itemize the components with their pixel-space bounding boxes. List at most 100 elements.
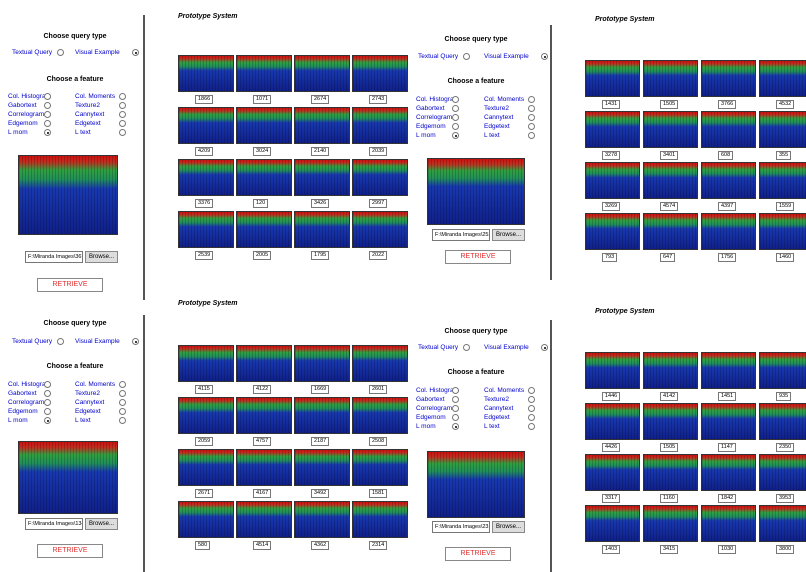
result-image[interactable] bbox=[178, 107, 234, 144]
query-option-radio[interactable] bbox=[57, 338, 64, 345]
result-image[interactable] bbox=[701, 403, 756, 440]
result-image[interactable] bbox=[643, 111, 698, 148]
result-image[interactable] bbox=[759, 60, 806, 97]
feature-radio[interactable] bbox=[119, 408, 126, 415]
feature-radio[interactable] bbox=[119, 111, 126, 118]
feature-radio[interactable] bbox=[528, 114, 535, 121]
result-image[interactable] bbox=[643, 213, 698, 250]
browse-button[interactable]: Browse... bbox=[85, 251, 118, 263]
feature-radio[interactable] bbox=[528, 123, 535, 130]
result-image[interactable] bbox=[352, 107, 408, 144]
result-image[interactable] bbox=[701, 60, 756, 97]
feature-radio[interactable] bbox=[119, 390, 126, 397]
query-option-radio[interactable] bbox=[463, 53, 470, 60]
result-image[interactable] bbox=[585, 454, 640, 491]
feature-radio[interactable] bbox=[528, 414, 535, 421]
query-option-radio[interactable] bbox=[132, 49, 139, 56]
result-image[interactable] bbox=[236, 55, 292, 92]
feature-radio[interactable] bbox=[44, 129, 51, 136]
feature-radio[interactable] bbox=[44, 390, 51, 397]
result-image[interactable] bbox=[759, 162, 806, 199]
result-image[interactable] bbox=[701, 505, 756, 542]
result-image[interactable] bbox=[643, 60, 698, 97]
feature-radio[interactable] bbox=[44, 102, 51, 109]
feature-radio[interactable] bbox=[119, 399, 126, 406]
retrieve-button[interactable]: RETRIEVE bbox=[37, 278, 103, 292]
result-image[interactable] bbox=[178, 501, 234, 538]
result-image[interactable] bbox=[294, 159, 350, 196]
result-image[interactable] bbox=[701, 352, 756, 389]
result-image[interactable] bbox=[643, 454, 698, 491]
feature-radio[interactable] bbox=[452, 405, 459, 412]
result-image[interactable] bbox=[643, 505, 698, 542]
result-image[interactable] bbox=[585, 403, 640, 440]
feature-radio[interactable] bbox=[44, 93, 51, 100]
retrieve-button[interactable]: RETRIEVE bbox=[37, 544, 103, 558]
feature-radio[interactable] bbox=[119, 102, 126, 109]
query-option-radio[interactable] bbox=[132, 338, 139, 345]
file-path-input[interactable]: F:\Miranda Images\367 bbox=[25, 251, 83, 263]
query-option-radio[interactable] bbox=[57, 49, 64, 56]
browse-button[interactable]: Browse... bbox=[492, 521, 525, 533]
result-image[interactable] bbox=[294, 397, 350, 434]
file-path-input[interactable]: F:\Miranda Images\1346 bbox=[25, 518, 83, 530]
result-image[interactable] bbox=[352, 397, 408, 434]
feature-radio[interactable] bbox=[44, 417, 51, 424]
result-image[interactable] bbox=[236, 107, 292, 144]
result-image[interactable] bbox=[352, 501, 408, 538]
result-image[interactable] bbox=[585, 505, 640, 542]
query-option-radio[interactable] bbox=[541, 53, 548, 60]
feature-radio[interactable] bbox=[44, 120, 51, 127]
browse-button[interactable]: Browse... bbox=[492, 229, 525, 241]
result-image[interactable] bbox=[585, 111, 640, 148]
result-image[interactable] bbox=[294, 449, 350, 486]
result-image[interactable] bbox=[585, 352, 640, 389]
result-image[interactable] bbox=[352, 211, 408, 248]
result-image[interactable] bbox=[236, 449, 292, 486]
result-image[interactable] bbox=[178, 397, 234, 434]
feature-radio[interactable] bbox=[528, 405, 535, 412]
query-option-radio[interactable] bbox=[541, 344, 548, 351]
result-image[interactable] bbox=[701, 454, 756, 491]
result-image[interactable] bbox=[701, 162, 756, 199]
result-image[interactable] bbox=[178, 211, 234, 248]
result-image[interactable] bbox=[585, 60, 640, 97]
feature-radio[interactable] bbox=[528, 387, 535, 394]
result-image[interactable] bbox=[759, 403, 806, 440]
result-image[interactable] bbox=[294, 211, 350, 248]
file-path-input[interactable]: F:\Miranda Images\231 bbox=[432, 521, 490, 533]
feature-radio[interactable] bbox=[452, 96, 459, 103]
browse-button[interactable]: Browse... bbox=[85, 518, 118, 530]
result-image[interactable] bbox=[178, 449, 234, 486]
result-image[interactable] bbox=[759, 454, 806, 491]
feature-radio[interactable] bbox=[452, 132, 459, 139]
feature-radio[interactable] bbox=[528, 96, 535, 103]
feature-radio[interactable] bbox=[44, 408, 51, 415]
result-image[interactable] bbox=[236, 345, 292, 382]
result-image[interactable] bbox=[759, 111, 806, 148]
feature-radio[interactable] bbox=[452, 414, 459, 421]
result-image[interactable] bbox=[294, 55, 350, 92]
result-image[interactable] bbox=[178, 345, 234, 382]
result-image[interactable] bbox=[178, 159, 234, 196]
result-image[interactable] bbox=[352, 159, 408, 196]
result-image[interactable] bbox=[294, 501, 350, 538]
result-image[interactable] bbox=[701, 111, 756, 148]
feature-radio[interactable] bbox=[44, 111, 51, 118]
feature-radio[interactable] bbox=[119, 120, 126, 127]
feature-radio[interactable] bbox=[528, 105, 535, 112]
result-image[interactable] bbox=[178, 55, 234, 92]
result-image[interactable] bbox=[759, 213, 806, 250]
feature-radio[interactable] bbox=[452, 423, 459, 430]
result-image[interactable] bbox=[643, 162, 698, 199]
result-image[interactable] bbox=[585, 213, 640, 250]
feature-radio[interactable] bbox=[44, 381, 51, 388]
file-path-input[interactable]: F:\Miranda Images\253 bbox=[432, 229, 490, 241]
result-image[interactable] bbox=[236, 501, 292, 538]
result-image[interactable] bbox=[759, 352, 806, 389]
feature-radio[interactable] bbox=[119, 93, 126, 100]
feature-radio[interactable] bbox=[452, 123, 459, 130]
result-image[interactable] bbox=[352, 449, 408, 486]
result-image[interactable] bbox=[759, 505, 806, 542]
query-option-radio[interactable] bbox=[463, 344, 470, 351]
